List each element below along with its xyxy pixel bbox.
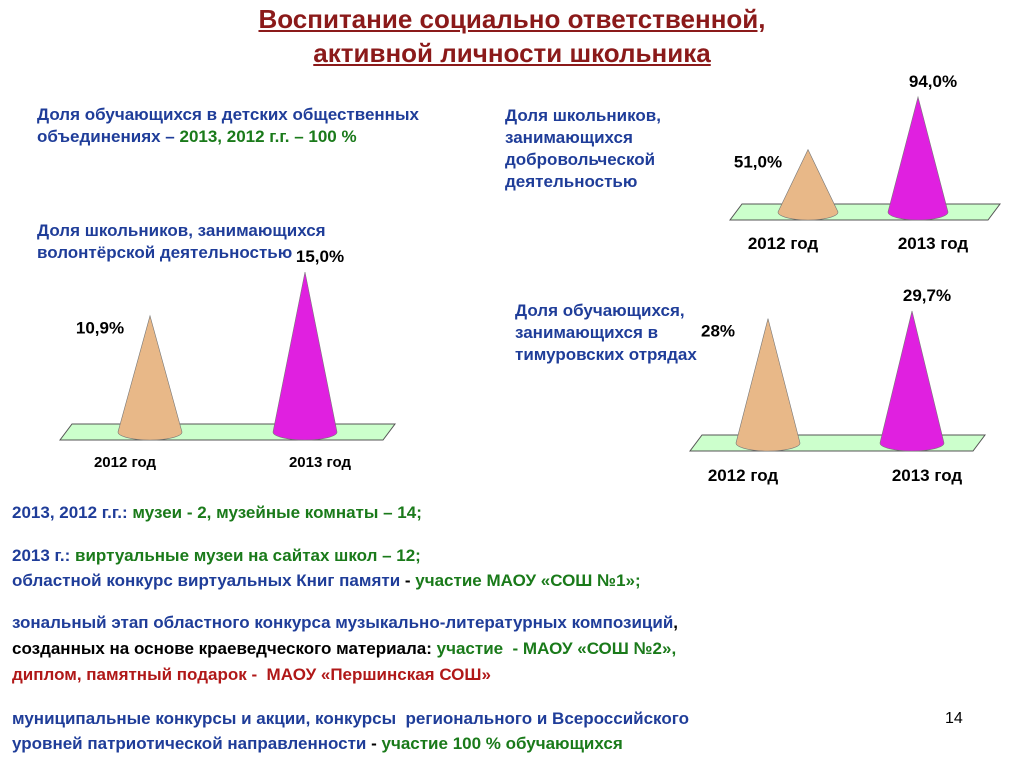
note-line: диплом, памятный подарок - МАОУ «Першинс… <box>12 664 491 686</box>
note-line: созданных на основе краеведческого матер… <box>12 638 676 660</box>
note-text: виртуальные музеи на сайтах школ – 12; <box>75 546 421 565</box>
cone <box>272 271 338 441</box>
note-text: участие - МАОУ «СОШ №2», <box>436 639 677 658</box>
associations-value: 2013, 2012 г.г. – 100 % <box>179 127 357 146</box>
note-text: участие МАОУ «СОШ №1»; <box>415 571 641 590</box>
note-text: - <box>371 734 382 753</box>
cone <box>117 314 183 441</box>
value-label: 94,0% <box>909 72 957 91</box>
chart-title: Доля школьников, занимающихся добровольч… <box>505 106 661 191</box>
note-text: созданных на основе краеведческого матер… <box>12 639 437 658</box>
note-text: диплом, памятный подарок - МАОУ «Першинс… <box>12 665 491 684</box>
note-line: уровней патриотической направленности - … <box>12 733 623 755</box>
cone <box>887 95 949 221</box>
note-text: муниципальные конкурсы и акции, конкурсы… <box>12 709 689 728</box>
note-line: областной конкурс виртуальных Книг памят… <box>12 570 641 592</box>
x-tick-label: 2012 год <box>94 454 157 471</box>
floor <box>59 423 396 441</box>
x-tick-label: 2013 год <box>898 234 969 253</box>
x-tick-label: 2012 год <box>708 466 779 485</box>
page-number: 14 <box>945 710 963 727</box>
chart-title: Доля обучающихся, занимающихся в тимуров… <box>515 301 697 364</box>
cone <box>735 318 801 452</box>
title-line: активной личности школьника <box>313 38 711 68</box>
cone <box>879 310 945 452</box>
title-line: Воспитание социально ответственной, <box>258 4 766 34</box>
associations: Доля обучающихся в детских общественных … <box>37 104 477 148</box>
note-line: 2013 г.: виртуальные музеи на сайтах шко… <box>12 545 421 567</box>
value-label: 29,7% <box>903 286 951 305</box>
note-line: муниципальные конкурсы и акции, конкурсы… <box>12 708 689 730</box>
note-text: областной конкурс виртуальных Книг памят… <box>12 571 405 590</box>
note-text: уровней патриотической направленности <box>12 734 372 753</box>
x-tick-label: 2012 год <box>748 234 819 253</box>
value-label: 15,0% <box>296 247 344 266</box>
value-label: 28% <box>701 322 735 341</box>
title: Воспитание социально ответственной, акти… <box>0 2 1024 70</box>
note-text: , <box>673 613 678 632</box>
note-line: зональный этап областного конкурса музык… <box>12 612 678 634</box>
chart-title: Доля школьников, занимающихся волонтёрск… <box>37 221 326 262</box>
floor <box>729 203 1001 221</box>
x-tick-label: 2013 год <box>289 454 352 471</box>
associations-text: Доля обучающихся в детских общественных … <box>37 105 419 146</box>
note-text: зональный этап областного конкурса музык… <box>12 613 674 632</box>
x-tick-label: 2013 год <box>892 466 963 485</box>
note-text: 2013, 2012 г.г.: <box>12 503 133 522</box>
note-text: музеи - 2, музейные комнаты – 14; <box>132 503 422 522</box>
value-label: 51,0% <box>734 153 782 172</box>
cone <box>777 148 839 221</box>
note-text: участие 100 % обучающихся <box>381 734 623 753</box>
value-label: 10,9% <box>76 319 124 338</box>
note-line: 2013, 2012 г.г.: музеи - 2, музейные ком… <box>12 502 422 524</box>
note-text: 2013 г.: <box>12 546 76 565</box>
note-text: - <box>404 571 416 590</box>
